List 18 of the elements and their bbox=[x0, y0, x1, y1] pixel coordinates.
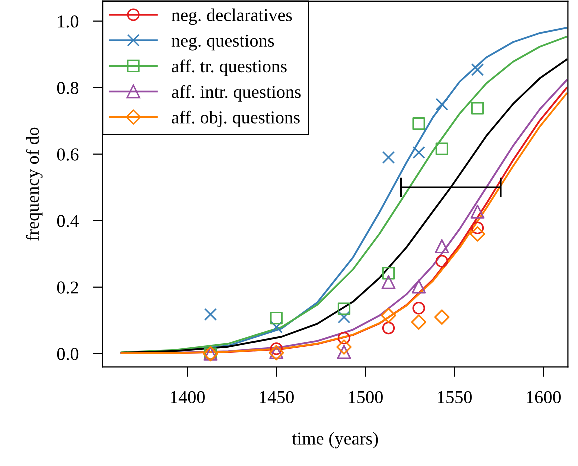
x-tick-label: 1550 bbox=[438, 391, 472, 404]
y-tick-label: 0.6 bbox=[57, 148, 79, 161]
x-tick-label: 1450 bbox=[260, 391, 294, 404]
x-tick-label: 1400 bbox=[171, 391, 205, 404]
y-axis-title: frequency of do bbox=[26, 128, 43, 241]
y-tick-label: 1.0 bbox=[58, 16, 79, 28]
legend-label: aff. intr. questions bbox=[172, 85, 301, 102]
legend-label: aff. tr. questions bbox=[172, 60, 287, 76]
x-tick-label: 1500 bbox=[349, 391, 383, 404]
legend-label: aff. obj. questions bbox=[172, 110, 300, 128]
y-tick-label: 0.8 bbox=[57, 82, 79, 94]
y-tick-label: 0.0 bbox=[57, 348, 79, 360]
x-tick-label: 1600 bbox=[527, 391, 561, 404]
x-axis-title: time (years) bbox=[292, 432, 378, 449]
legend-label: neg. questions bbox=[172, 34, 274, 51]
y-tick-label: 0.2 bbox=[57, 282, 78, 294]
y-tick-label: 0.4 bbox=[57, 215, 79, 228]
legend-label: neg. declaratives bbox=[172, 8, 292, 26]
